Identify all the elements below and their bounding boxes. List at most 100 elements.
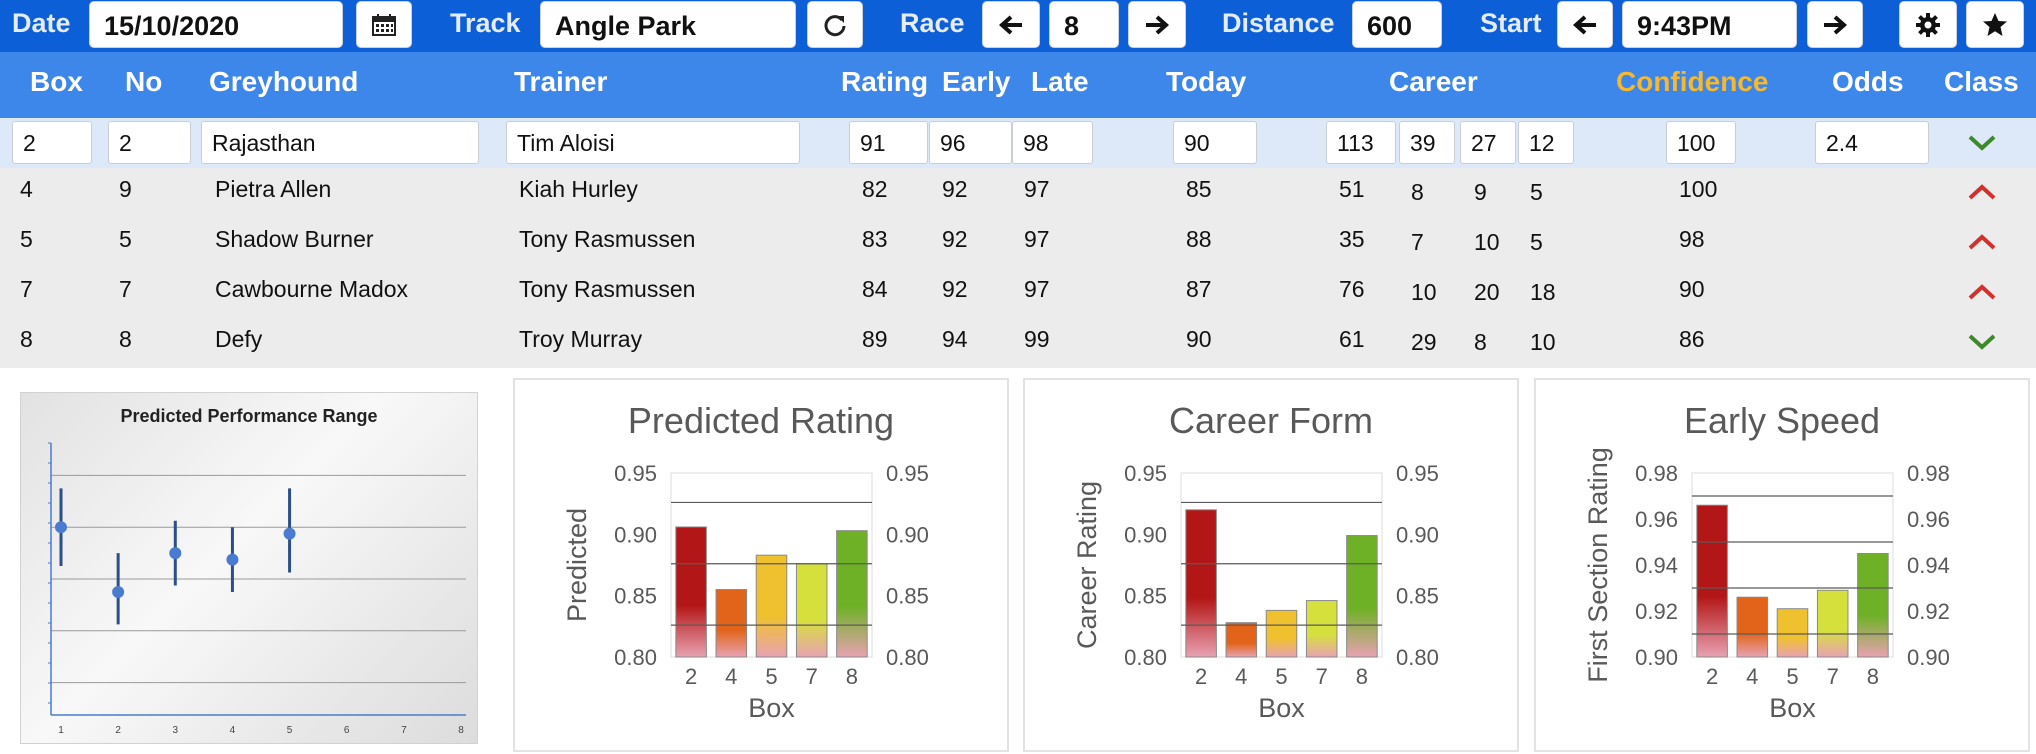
y-tick-label: 0.85 [614,584,657,609]
no-cell: 8 [119,326,132,352]
arrow-left-icon [998,15,1022,34]
early-cell: 92 [942,176,968,202]
chevron-up-icon[interactable] [1967,282,1997,302]
y2-tick-label: 0.92 [1907,599,1950,624]
y2-tick-label: 0.96 [1907,507,1950,532]
chevron-down-icon[interactable] [1967,332,1997,352]
arrow-right-icon [1146,15,1170,34]
career-thirds-cell: 10 [1530,329,1556,355]
predicted-rating-panel: Predicted Rating 0.80 0.80 0.85 0.85 0.90 0.9… [513,378,1009,752]
column-header-class[interactable]: Class [1944,66,2019,97]
x-tick-label: 2 [685,664,697,689]
bar [1265,609,1298,658]
start-next-button[interactable] [1807,1,1863,48]
data-point [112,585,125,598]
x-tick-label: 2 [1706,664,1718,689]
bar [1776,608,1809,658]
x-tick-label: 5 [765,664,777,689]
race-next-button[interactable] [1128,1,1186,48]
rating-cell: 89 [862,326,888,352]
chevron-down-icon[interactable] [1967,133,1997,153]
x-tick-label: 2 [1195,664,1207,689]
start-label: Start [1480,8,1542,38]
settings-button[interactable] [1899,1,1957,48]
x-tick-label: 7 [806,664,818,689]
box-input[interactable]: 2 [12,121,92,164]
column-header-late[interactable]: Late [1031,66,1089,97]
y2-tick-label: 0.90 [886,522,929,547]
rating-cell: 84 [862,276,888,302]
rating-input[interactable]: 91 [849,121,928,164]
start-prev-button[interactable] [1557,1,1613,48]
calendar-button[interactable] [356,1,412,48]
column-header-confidence[interactable]: Confidence [1616,66,1769,97]
x-tick-label: 6 [344,725,350,736]
arrow-right-icon [1824,15,1848,34]
y-axis-label: Predicted [562,508,592,622]
date-label: Date [12,8,71,38]
calendar-icon [372,13,396,36]
x-tick-label: 5 [1275,664,1287,689]
y2-tick-label: 0.85 [886,584,929,609]
column-header-odds[interactable]: Odds [1832,66,1904,97]
today-cell: 88 [1186,226,1212,252]
x-tick-label: 4 [230,725,236,736]
career-starts-cell: 76 [1339,276,1365,302]
y-tick-label: 0.95 [1124,461,1167,486]
y-axis-label: First Section Rating [1583,447,1613,683]
greyhound-cell: Shadow Burner [215,226,374,252]
race-prev-button[interactable] [982,1,1040,48]
column-header-rating[interactable]: Rating [841,66,929,97]
career-wins-input[interactable]: 39 [1399,121,1455,164]
career-wins-cell: 8 [1411,179,1424,205]
chevron-up-icon[interactable] [1967,232,1997,252]
y-tick-label: 0.98 [1635,461,1678,486]
late-input[interactable]: 98 [1012,121,1093,164]
y2-tick-label: 0.80 [1396,645,1439,670]
column-header-greyhound[interactable]: Greyhound [209,66,359,97]
today-cell: 90 [1186,326,1212,352]
today-input[interactable]: 90 [1173,121,1257,164]
favorite-button[interactable] [1966,1,2024,48]
trainer-cell: Kiah Hurley [519,176,638,202]
y-tick-label: 0.85 [1124,584,1167,609]
column-header-trainer[interactable]: Trainer [514,66,608,97]
y-tick-label: 0.80 [614,645,657,670]
track-input[interactable]: Angle Park [540,1,796,48]
y2-tick-label: 0.85 [1396,584,1439,609]
bar [836,530,868,658]
x-axis-label: Box [748,693,795,723]
column-header-today[interactable]: Today [1166,66,1247,97]
table-header: Box No Greyhound Trainer Rating Early La… [0,52,2036,118]
box-cell: 7 [20,276,33,302]
trainer-input[interactable]: Tim Aloisi [506,121,800,164]
career-seconds-input[interactable]: 27 [1460,121,1516,164]
bar [1696,504,1728,658]
today-cell: 85 [1186,176,1212,202]
career-thirds-input[interactable]: 12 [1518,121,1574,164]
trainer-cell: Tony Rasmussen [519,276,696,302]
distance-input[interactable]: 600 [1352,1,1442,48]
column-header-career[interactable]: Career [1389,66,1478,97]
bar [675,526,707,658]
date-input[interactable]: 15/10/2020 [89,1,343,48]
y2-tick-label: 0.80 [886,645,929,670]
start-time-input[interactable]: 9:43PM [1622,1,1797,48]
confidence-input[interactable]: 100 [1666,121,1736,164]
y2-tick-label: 0.90 [1396,522,1439,547]
chevron-up-icon[interactable] [1967,182,1997,202]
no-input[interactable]: 2 [108,121,191,164]
refresh-button[interactable] [807,1,863,48]
early-input[interactable]: 96 [929,121,1012,164]
table-row[interactable] [0,318,2036,368]
race-input[interactable]: 8 [1049,1,1119,48]
career-starts-input[interactable]: 113 [1326,121,1396,164]
odds-input[interactable]: 2.4 [1815,121,1929,164]
greyhound-input[interactable]: Rajasthan [201,121,479,164]
x-tick-label: 7 [401,725,407,736]
column-header-no[interactable]: No [125,66,163,97]
column-header-box[interactable]: Box [30,66,83,97]
early-cell: 92 [942,226,968,252]
data-point [169,547,182,560]
column-header-early[interactable]: Early [942,66,1011,97]
